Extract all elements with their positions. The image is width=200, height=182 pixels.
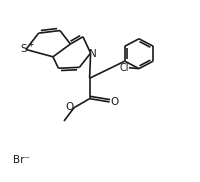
Text: O: O: [65, 102, 73, 112]
Text: +: +: [27, 39, 33, 49]
Text: O: O: [110, 97, 118, 106]
Text: N: N: [89, 49, 97, 58]
Text: Br⁻: Br⁻: [14, 155, 30, 165]
Text: S: S: [20, 44, 27, 54]
Text: Cl: Cl: [119, 63, 129, 73]
